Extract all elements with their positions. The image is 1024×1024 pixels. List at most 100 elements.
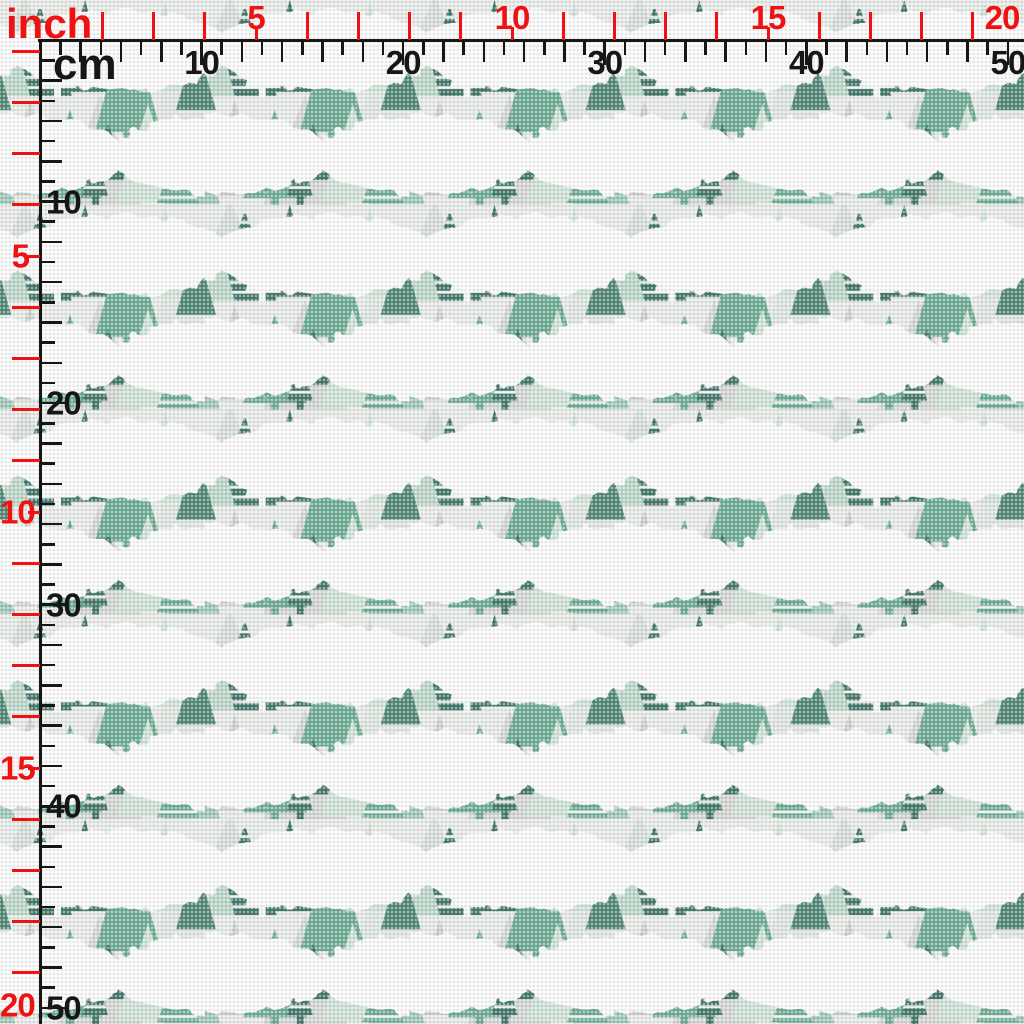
inch-tick (12, 561, 40, 565)
cm-ruler-label: 20 (46, 384, 82, 422)
cm-tick (41, 543, 55, 546)
cm-tick (220, 41, 223, 55)
cm-tick (41, 522, 62, 526)
cm-tick (341, 41, 344, 55)
cm-tick (623, 41, 627, 55)
cm-tick (643, 41, 647, 62)
cm-ruler-label: 10 (46, 183, 82, 221)
cm-ruler-top-line (38, 39, 1024, 42)
inch-tick (254, 27, 258, 40)
inch-tick (12, 817, 40, 821)
inch-tick (868, 12, 872, 40)
cm-tick (603, 41, 606, 65)
inch-ruler-label: 5 (11, 237, 30, 275)
cm-tick (41, 805, 65, 808)
inch-tick (408, 12, 412, 40)
cm-unit-label: cm (53, 40, 117, 89)
cm-tick (99, 41, 103, 55)
inch-tick (817, 12, 821, 40)
cm-tick (925, 41, 929, 62)
inch-tick (12, 459, 40, 463)
inch-tick (12, 971, 40, 975)
cm-ruler-label: 50 (990, 44, 1024, 81)
cm-tick (41, 139, 55, 143)
cm-tick (41, 260, 55, 264)
cm-tick (41, 59, 55, 62)
inch-tick (12, 715, 40, 719)
cm-ruler-label: 40 (46, 787, 82, 825)
cm-tick (966, 41, 969, 62)
inch-ruler-label: 5 (247, 0, 265, 36)
cm-tick (522, 41, 526, 62)
cm-ruler-label: 40 (788, 44, 825, 81)
inch-tick (12, 203, 40, 207)
cm-tick (885, 41, 889, 62)
cm-tick (805, 41, 808, 65)
cm-tick (684, 41, 687, 62)
cm-ruler-label: 50 (46, 989, 82, 1024)
cm-tick (583, 41, 586, 55)
cm-ruler-left-line (39, 39, 42, 1024)
inch-tick (12, 305, 40, 309)
cm-tick (946, 41, 949, 55)
cm-tick (41, 643, 62, 647)
cm-tick (442, 41, 445, 62)
cm-tick (41, 280, 62, 284)
cm-tick (986, 41, 989, 55)
cm-tick (784, 41, 788, 55)
inch-tick (12, 49, 40, 53)
cm-ruler-label: 30 (587, 44, 623, 81)
cm-tick (301, 41, 304, 55)
cm-tick (41, 240, 62, 244)
inch-unit-label: inch (6, 0, 93, 47)
cm-tick (41, 986, 55, 989)
cm-tick (663, 41, 667, 55)
cm-tick (41, 764, 62, 768)
cm-tick (905, 41, 909, 55)
cm-tick (381, 41, 385, 55)
inch-tick (100, 12, 104, 40)
cm-tick (422, 41, 425, 55)
inch-tick (12, 356, 40, 360)
cm-tick (41, 381, 55, 385)
inch-ruler-label: 15 (750, 0, 787, 36)
cm-tick (41, 220, 55, 223)
inch-tick (612, 12, 616, 40)
cm-tick (543, 41, 546, 55)
inch-tick (152, 12, 156, 40)
cm-tick (865, 41, 869, 55)
cm-tick (845, 41, 848, 62)
inch-tick (510, 27, 514, 40)
cm-tick (119, 41, 123, 62)
cm-tick (41, 422, 55, 425)
cm-ruler-label: 30 (46, 586, 82, 624)
cm-tick (41, 321, 62, 324)
cm-tick (41, 784, 55, 788)
cm-tick (361, 41, 365, 62)
cm-tick (41, 744, 55, 748)
cm-tick (41, 200, 65, 203)
cm-tick (744, 41, 748, 55)
cm-tick (1006, 41, 1010, 65)
cm-tick (502, 41, 506, 55)
cm-tick (41, 462, 55, 465)
cm-tick (139, 41, 143, 55)
inch-tick (459, 12, 463, 40)
inch-tick (12, 612, 40, 616)
cm-ruler-label: 10 (184, 44, 220, 81)
inch-tick (12, 920, 40, 924)
inch-tick (920, 12, 924, 40)
cm-tick (764, 41, 768, 62)
cm-tick (41, 905, 55, 909)
cm-tick (41, 724, 62, 727)
inch-ruler-label: 10 (494, 0, 531, 36)
inch-tick (28, 766, 40, 770)
inch-tick (12, 100, 40, 104)
cm-tick (41, 442, 62, 445)
cm-tick (41, 946, 55, 949)
inch-tick (12, 408, 40, 412)
cm-tick (321, 41, 324, 62)
inch-ruler-label: 10 (0, 493, 36, 531)
